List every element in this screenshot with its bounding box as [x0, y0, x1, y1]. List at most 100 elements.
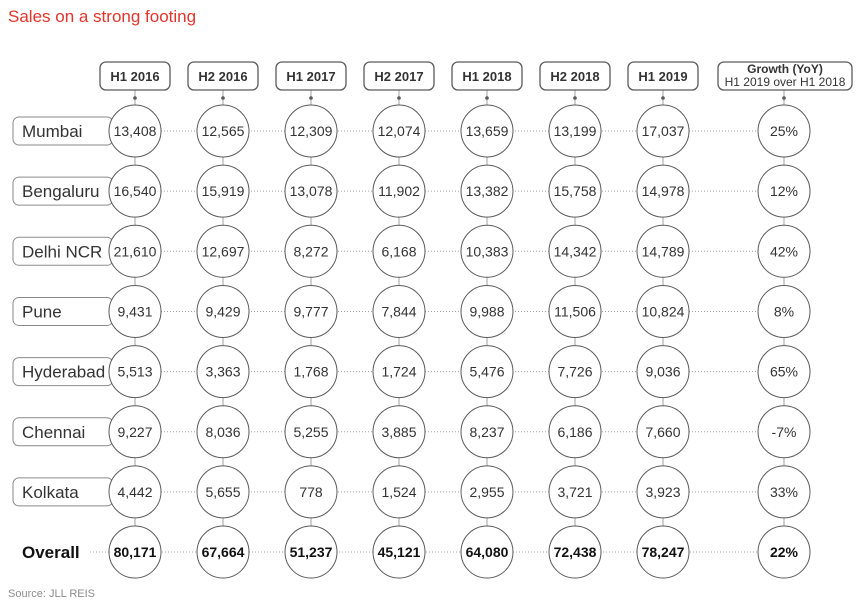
- value-label: 3,923: [645, 484, 680, 500]
- value-circle: [548, 465, 602, 519]
- header-tick-dot: [221, 96, 225, 100]
- value-circle: [460, 104, 514, 158]
- value-label: 7,660: [645, 424, 680, 440]
- value-circle: [284, 525, 338, 579]
- value-label: 11,506: [554, 303, 596, 319]
- value-circle: [372, 525, 426, 579]
- growth-value-label: 33%: [770, 484, 798, 500]
- column-headers: H1 2016 H2 2016 H1 2017 H2 2017 H1 2018 H2 20…: [99, 61, 853, 91]
- table-row: Pune 9,431 9,429 9,777 7,844 9,988 11,506 10,82…: [12, 284, 811, 338]
- value-label: 14,978: [642, 183, 685, 199]
- growth-circle: [757, 164, 811, 218]
- value-circle: [636, 224, 690, 278]
- value-label: 17,037: [642, 123, 685, 139]
- column-header-label: H1 2016: [110, 69, 159, 84]
- value-label: 12,309: [290, 123, 333, 139]
- value-circle: [548, 405, 602, 459]
- value-circle: [636, 405, 690, 459]
- value-label: 45,121: [378, 544, 421, 560]
- value-circle: [636, 284, 690, 338]
- value-circle: [372, 164, 426, 218]
- value-circle: [108, 164, 162, 218]
- header-tick-dot: [573, 96, 577, 100]
- growth-circle: [757, 405, 811, 459]
- value-circle: [636, 525, 690, 579]
- value-circle: [108, 104, 162, 158]
- value-circle: [196, 345, 250, 399]
- value-label: 13,382: [466, 183, 509, 199]
- value-label: 14,342: [554, 243, 597, 259]
- row-label: Bengaluru: [22, 182, 100, 201]
- value-label: 12,074: [378, 123, 421, 139]
- value-circle: [108, 224, 162, 278]
- value-label: 15,919: [202, 183, 245, 199]
- row-label: Pune: [22, 302, 62, 321]
- value-circle: [196, 405, 250, 459]
- column-header: H2 2018: [539, 61, 611, 91]
- value-label: 3,885: [381, 424, 416, 440]
- value-label: 14,789: [642, 243, 685, 259]
- value-label: 12,697: [202, 243, 245, 259]
- growth-header-box: [717, 61, 853, 91]
- value-circle: [284, 164, 338, 218]
- value-label: 10,383: [466, 243, 509, 259]
- row-label: Hyderabad: [22, 363, 105, 382]
- column-header: H2 2017: [363, 61, 435, 91]
- value-label: 9,777: [293, 303, 328, 319]
- value-label: 13,408: [114, 123, 157, 139]
- growth-header-sublabel: H1 2019 over H1 2018: [725, 75, 846, 89]
- value-label: 12,565: [202, 123, 245, 139]
- value-circle: [548, 104, 602, 158]
- value-circle: [108, 284, 162, 338]
- growth-column-header: Growth (YoY)H1 2019 over H1 2018: [717, 61, 853, 91]
- value-label: 1,768: [293, 364, 328, 380]
- value-label: 778: [299, 484, 323, 500]
- value-label: 64,080: [466, 544, 509, 560]
- value-circle: [372, 104, 426, 158]
- growth-value-label: -7%: [772, 424, 797, 440]
- value-circle: [460, 525, 514, 579]
- value-circle: [636, 104, 690, 158]
- value-circle: [372, 405, 426, 459]
- row-label: Chennai: [22, 423, 85, 442]
- value-label: 16,540: [114, 183, 157, 199]
- value-circle: [196, 525, 250, 579]
- value-label: 5,255: [293, 424, 328, 440]
- value-label: 8,036: [205, 424, 240, 440]
- value-circle: [372, 345, 426, 399]
- growth-circle: [757, 104, 811, 158]
- value-label: 8,272: [293, 243, 328, 259]
- value-circle: [196, 465, 250, 519]
- value-label: 2,955: [469, 484, 504, 500]
- column-header-label: H1 2017: [286, 69, 335, 84]
- value-circle: [636, 345, 690, 399]
- value-label: 7,844: [381, 303, 416, 319]
- value-label: 3,363: [205, 364, 240, 380]
- value-circle: [460, 164, 514, 218]
- value-circle: [372, 224, 426, 278]
- value-circle: [460, 284, 514, 338]
- value-circle: [284, 405, 338, 459]
- value-label: 78,247: [642, 544, 685, 560]
- value-label: 6,168: [381, 243, 416, 259]
- value-label: 9,227: [117, 424, 152, 440]
- header-tick-dot: [397, 96, 401, 100]
- value-circle: [548, 284, 602, 338]
- column-header: H2 2016: [187, 61, 259, 91]
- value-circle: [284, 465, 338, 519]
- column-header-label: H2 2018: [550, 69, 599, 84]
- value-label: 13,078: [290, 183, 333, 199]
- column-header-label: H2 2016: [198, 69, 247, 84]
- value-label: 9,429: [205, 303, 240, 319]
- value-label: 21,610: [114, 243, 157, 259]
- table-row: Chennai 9,227 8,036 5,255 3,885 8,237 6,186 7,6…: [12, 405, 811, 459]
- value-circle: [460, 345, 514, 399]
- value-label: 9,988: [469, 303, 504, 319]
- growth-value-label: 65%: [770, 364, 798, 380]
- value-circle: [372, 465, 426, 519]
- value-label: 7,726: [557, 364, 592, 380]
- value-circle: [108, 345, 162, 399]
- value-circle: [284, 224, 338, 278]
- value-label: 1,724: [381, 364, 416, 380]
